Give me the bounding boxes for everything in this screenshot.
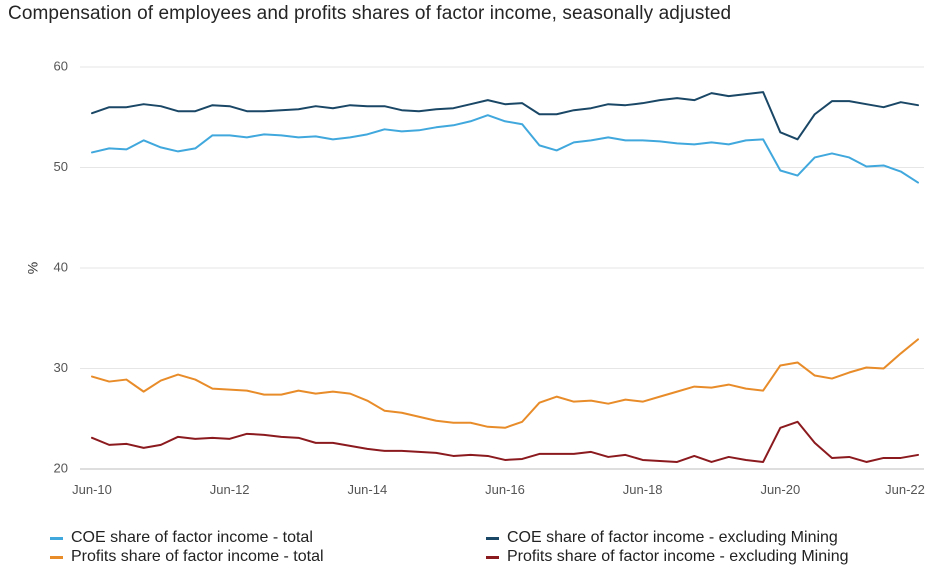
x-tick-label: Jun-16 (485, 482, 525, 497)
series-lines (91, 91, 919, 463)
y-tick-label: 60 (54, 58, 68, 73)
x-tick-label: Jun-22 (885, 482, 925, 497)
y-axis-ticks: 20 30 40 50 60 (54, 58, 68, 475)
legend-swatch-profits-total (50, 555, 63, 559)
y-tick-label: 20 (54, 460, 68, 475)
y-tick-label: 50 (54, 159, 68, 174)
legend-item-coe-ex-mining: COE share of factor income - excluding M… (486, 528, 838, 548)
legend-item-profits-total: Profits share of factor income - total (50, 547, 324, 567)
x-tick-label: Jun-10 (72, 482, 112, 497)
legend-label-coe-total: COE share of factor income - total (71, 529, 313, 546)
legend-item-profits-ex-mining: Profits share of factor income - excludi… (486, 547, 848, 567)
x-tick-label: Jun-12 (210, 482, 250, 497)
y-tick-label: 30 (54, 360, 68, 375)
gridlines (80, 66, 924, 470)
x-tick-label: Jun-18 (623, 482, 663, 497)
y-axis-label: % (25, 262, 41, 274)
chart-title: Compensation of employees and profits sh… (8, 3, 732, 24)
legend-label-profits-ex-mining: Profits share of factor income - excludi… (507, 548, 849, 565)
series-line-0 (91, 114, 919, 184)
legend: COE share of factor income - total COE s… (0, 526, 941, 575)
x-axis-ticks: Jun-10 Jun-12 Jun-14 Jun-16 Jun-18 Jun-20 Jun-… (72, 482, 925, 497)
series-line-1 (91, 91, 919, 141)
series-line-2 (91, 338, 919, 429)
x-tick-label: Jun-14 (347, 482, 387, 497)
legend-item-coe-total: COE share of factor income - total (50, 528, 313, 548)
series-line-3 (91, 420, 919, 463)
legend-swatch-coe-total (50, 536, 63, 540)
legend-label-coe-ex-mining: COE share of factor income - excluding M… (507, 529, 838, 546)
y-tick-label: 40 (54, 259, 68, 274)
legend-label-profits-total: Profits share of factor income - total (71, 548, 324, 565)
legend-swatch-coe-ex-mining (486, 536, 499, 540)
legend-swatch-profits-ex-mining (486, 555, 499, 559)
x-tick-label: Jun-20 (760, 482, 800, 497)
